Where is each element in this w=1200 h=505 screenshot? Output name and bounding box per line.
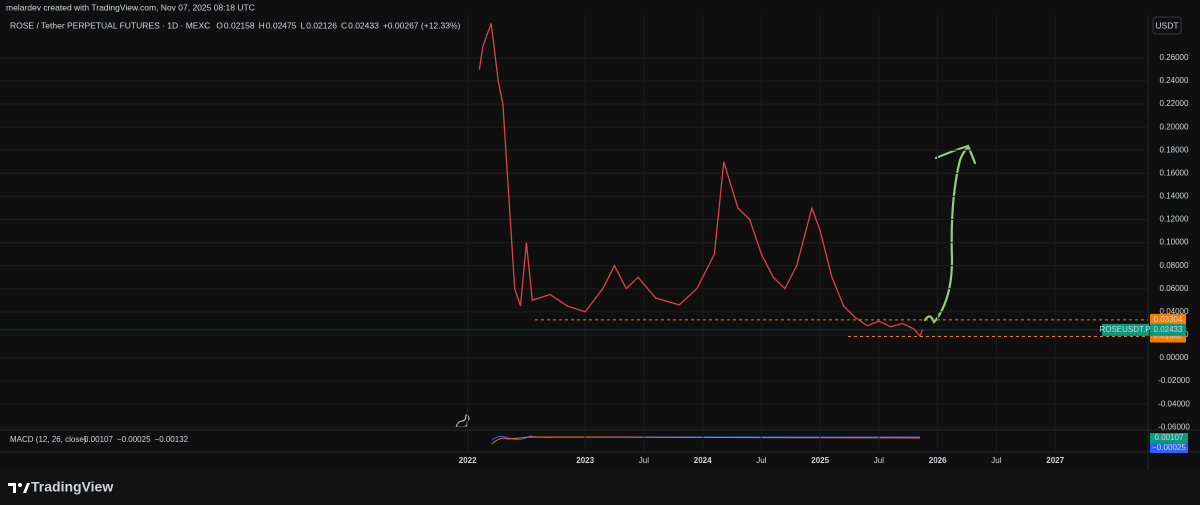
- ohlc-legend: O 0.02158 H 0.02475 L 0.02126 C 0.02433 +0.00267…: [216, 20, 460, 30]
- x-tick-label: 2027: [1046, 456, 1064, 465]
- symbol-title: ROSE / Tether PERPETUAL FUTURES · 1D · M…: [10, 20, 210, 30]
- macd-axis-bg: [1150, 433, 1188, 443]
- x-tick-label: 2026: [929, 456, 947, 465]
- currency[interactable]: USDT: [1155, 20, 1178, 30]
- level-label: 0.01862: [1154, 332, 1183, 341]
- y-tick-label: 0.22000: [1160, 99, 1189, 108]
- y-tick-label: 0.12000: [1160, 215, 1189, 224]
- y-tick-label: -0.06000: [1158, 422, 1190, 431]
- macd-values: 0.00107 −0.00025 −0.00132: [84, 435, 189, 444]
- x-tick-label: 2024: [694, 456, 712, 465]
- macd-value: −0.00132: [155, 435, 189, 444]
- x-tick-label: Jul: [991, 456, 1001, 465]
- y-tick-label: 0.06000: [1160, 284, 1189, 293]
- ohlc-key: H: [259, 20, 265, 30]
- signal-line: [491, 436, 921, 445]
- macd-axis-label: −0.00025: [1152, 443, 1186, 452]
- y-tick-label: 0.16000: [1160, 168, 1189, 177]
- brand-logo: [8, 483, 30, 493]
- level-label-bg: [1150, 313, 1186, 326]
- ohlc-value: 0.02158: [224, 20, 255, 30]
- x-tick-label: 2023: [576, 456, 594, 465]
- x-tick-label: 2022: [459, 456, 477, 465]
- y-tick-label: 0.10000: [1160, 238, 1189, 247]
- x-tick-label: Jul: [756, 456, 766, 465]
- macd-title: MACD (12, 26, close): [10, 435, 87, 444]
- macd-value: 0.00107: [84, 435, 113, 444]
- y-tick-label: -0.04000: [1158, 399, 1190, 408]
- credit: melardev created with TradingView.com, N…: [6, 2, 255, 12]
- ohlc-value: 0.02126: [306, 20, 337, 30]
- last-price-label: 0.02433: [1154, 325, 1183, 334]
- macd-axis-bg: [1150, 443, 1188, 453]
- y-tick-label: -0.02000: [1158, 376, 1190, 385]
- x-tick-label: Jul: [874, 456, 884, 465]
- last-price-name: ROSEUSDT.P: [1099, 325, 1150, 334]
- y-tick-label: 0.08000: [1160, 261, 1189, 270]
- y-tick-label: 0.20000: [1160, 122, 1189, 131]
- ohlc-value: 0.02433: [348, 20, 379, 30]
- footer-bg: [0, 470, 1200, 505]
- ohlc-change: +0.00267 (+12.33%): [383, 20, 461, 30]
- ohlc-key: L: [301, 20, 306, 30]
- ohlc-key: C: [341, 20, 347, 30]
- y-tick-label: 0.14000: [1160, 192, 1189, 201]
- currency-button[interactable]: [1152, 16, 1182, 35]
- last-price-name-bg: [1102, 323, 1149, 336]
- ohlc-key: O: [216, 20, 223, 30]
- x-tick-label: 2025: [811, 456, 829, 465]
- y-tick-label: 0.26000: [1160, 53, 1189, 62]
- level-label: 0.03304: [1154, 315, 1183, 324]
- x-tick-label: Jul: [639, 456, 649, 465]
- y-tick-label: 0.04000: [1160, 307, 1189, 316]
- ohlc-value: 0.02475: [266, 20, 297, 30]
- brand: TradingView: [31, 479, 113, 495]
- drawn-arrow: [923, 144, 977, 324]
- last-price-bg: [1150, 323, 1186, 336]
- y-tick-label: 0.18000: [1160, 145, 1189, 154]
- macd-axis-label: 0.00107: [1155, 433, 1184, 442]
- y-tick-label: 0.00000: [1160, 353, 1189, 362]
- y-tick-label: 0.24000: [1160, 76, 1189, 85]
- macd-value: −0.00025: [117, 435, 151, 444]
